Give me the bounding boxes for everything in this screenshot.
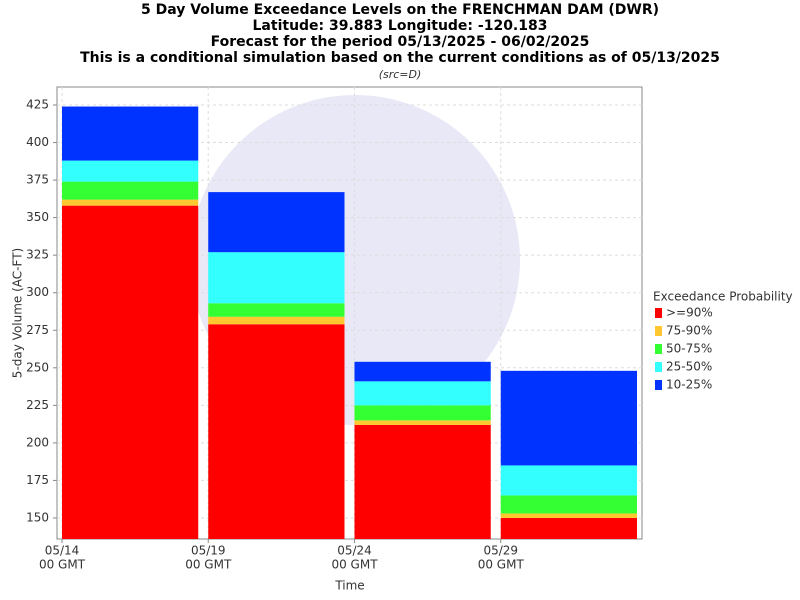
subtitle: Latitude: 39.883 Longitude: -120.183 [253,18,548,34]
subtitle: This is a conditional simulation based o… [80,50,720,66]
bar-segment [62,160,199,182]
legend-swatch [655,344,662,354]
x-tick-sublabel: 00 GMT [331,558,378,572]
y-tick-label: 200 [26,435,49,449]
bar-segment [208,324,345,539]
legend-swatch [655,380,662,390]
y-tick-label: 325 [26,248,49,262]
x-tick-sublabel: 00 GMT [185,558,232,572]
chart-title: 5 Day Volume Exceedance Levels on the FR… [141,2,659,18]
legend-swatch [655,326,662,336]
x-tick-label: 05/24 [337,544,372,558]
y-tick-label: 400 [26,135,49,149]
bar-segment [500,495,637,514]
legend-label: 50-75% [666,342,712,356]
legend-label: >=90% [666,306,713,320]
bar-segment [208,303,345,317]
x-axis-label: Time [334,579,364,593]
bar-segment [500,370,637,466]
bar-segment [354,405,491,421]
legend-label: 75-90% [666,324,712,338]
x-tick-sublabel: 00 GMT [478,558,525,572]
legend-label: 25-50% [666,360,712,374]
x-tick-sublabel: 00 GMT [39,558,86,572]
y-tick-label: 250 [26,360,49,374]
subtitle: Forecast for the period 05/13/2025 - 06/… [211,34,590,50]
bar-segment [62,205,199,539]
y-tick-label: 350 [26,210,49,224]
legend-swatch [655,362,662,372]
bar-segment [354,420,491,425]
y-tick-label: 275 [26,323,49,337]
bar-segment [208,252,345,304]
y-tick-label: 425 [26,98,49,112]
bar-segment [500,517,637,539]
x-tick-label: 05/19 [191,544,226,558]
x-tick-label: 05/14 [45,544,80,558]
bar-segment [62,181,199,200]
bar-segment [208,316,345,325]
y-tick-label: 375 [26,173,49,187]
bar-segment [62,106,199,161]
bar-segment [208,192,345,253]
bar-segment [354,424,491,539]
y-tick-label: 300 [26,285,49,299]
bar-segment [354,381,491,406]
bar-segment [500,513,637,518]
bar-segment [62,199,199,206]
bar-segment [500,465,637,496]
legend-label: 10-25% [666,378,712,392]
legend-swatch [655,308,662,318]
y-tick-label: 175 [26,473,49,487]
y-axis-label: 5-day Volume (AC-FT) [11,248,25,378]
source-note: (src=D) [379,68,422,81]
y-tick-label: 150 [26,510,49,524]
x-tick-label: 05/29 [483,544,518,558]
legend-title: Exceedance Probability [653,290,793,304]
bar-segment [354,361,491,382]
y-tick-label: 225 [26,398,49,412]
